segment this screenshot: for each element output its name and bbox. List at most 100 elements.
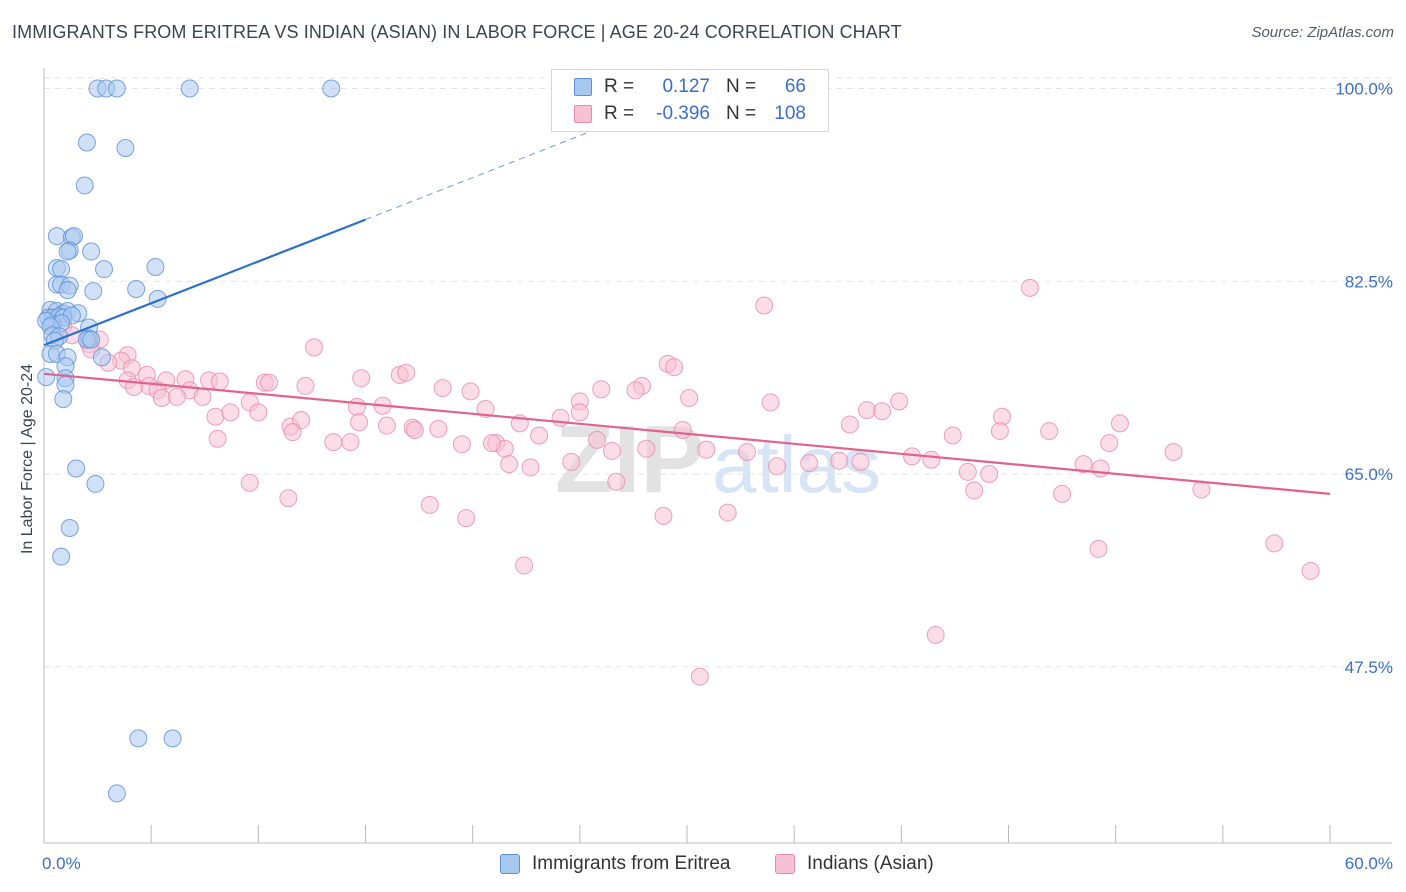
grid-lines	[44, 77, 1392, 668]
indian-point	[697, 440, 716, 459]
legend-r-label: R =	[604, 76, 635, 97]
eritrea-point	[107, 79, 126, 98]
legend-n-value: 108	[774, 103, 806, 124]
indian-point	[260, 373, 279, 392]
indian-point	[1089, 539, 1108, 558]
eritrea-point	[37, 368, 56, 387]
series-label-eritrea: Immigrants from Eritrea	[532, 853, 731, 874]
x-tick-label: 0.0%	[42, 854, 81, 873]
indian-point	[551, 408, 570, 427]
series-swatch-indians	[775, 854, 795, 874]
indian-point	[1100, 434, 1119, 453]
series-label-indians: Indians (Asian)	[807, 853, 934, 874]
indian-point	[324, 433, 343, 452]
indian-point	[922, 450, 941, 469]
indian-point	[680, 389, 699, 408]
series-legend-indians[interactable]: Indians (Asian)	[775, 851, 934, 877]
chart-title: IMMIGRANTS FROM ERITREA VS INDIAN (ASIAN…	[12, 22, 902, 42]
indian-point	[461, 382, 480, 401]
indian-point	[718, 503, 737, 522]
indian-point	[397, 363, 416, 382]
indian-point	[1020, 278, 1039, 297]
legend-swatch-indians	[574, 105, 592, 123]
eritrea-point	[58, 242, 77, 261]
indian-point	[1040, 422, 1059, 441]
indian-point	[341, 433, 360, 452]
indian-point	[405, 420, 424, 439]
y-tick-label: 47.5%	[1345, 658, 1393, 677]
indian-point	[279, 489, 298, 508]
indian-point	[1091, 459, 1110, 478]
indian-point	[958, 462, 977, 481]
x-tick-label: 60.0%	[1345, 854, 1393, 873]
indian-point	[452, 435, 471, 454]
indian-point	[673, 420, 692, 439]
indian-point	[429, 419, 448, 438]
indian-trend-line	[43, 372, 1331, 495]
y-tick-label: 100.0%	[1335, 80, 1393, 99]
series-legend-eritrea[interactable]: Immigrants from Eritrea	[500, 851, 730, 877]
indian-point	[943, 426, 962, 445]
indian-point	[761, 393, 780, 412]
eritrea-point	[92, 348, 111, 367]
indian-point	[206, 407, 225, 426]
eritrea-point	[60, 518, 79, 537]
indian-point	[240, 473, 259, 492]
y-tick-label: 65.0%	[1345, 465, 1393, 484]
indian-point	[347, 397, 366, 416]
indian-point	[980, 465, 999, 484]
source-credit: Source: ZipAtlas.com	[1251, 24, 1394, 41]
indian-point	[500, 455, 519, 474]
eritrea-point	[95, 260, 114, 279]
indian-point	[926, 625, 945, 644]
indian-point	[249, 403, 268, 422]
indian-point	[1074, 455, 1093, 474]
trend-lines	[43, 116, 1331, 495]
indian-point	[570, 403, 589, 422]
eritrea-point	[146, 257, 165, 276]
legend-r-value: 0.127	[662, 76, 710, 97]
indian-point	[873, 402, 892, 421]
indian-point	[530, 426, 549, 445]
series-swatch-eritrea	[500, 854, 520, 874]
eritrea-point	[127, 279, 146, 298]
indian-point	[193, 387, 212, 406]
indian-point	[665, 358, 684, 377]
eritrea-point	[180, 79, 199, 98]
legend-r-label: R =	[604, 103, 635, 124]
axes	[43, 68, 1392, 844]
indian-point	[1110, 414, 1129, 433]
indian-point	[851, 452, 870, 471]
indian-point	[840, 415, 859, 434]
eritrea-point	[52, 260, 71, 279]
indian-point	[521, 458, 540, 477]
indian-point	[637, 439, 656, 458]
indian-point	[890, 392, 909, 411]
eritrea-point	[84, 282, 103, 301]
eritrea-point	[75, 176, 94, 195]
eritrea-point	[107, 784, 126, 803]
indian-point	[830, 451, 849, 470]
eritrea-point	[86, 474, 105, 493]
indian-point	[350, 413, 369, 432]
data-points	[37, 79, 1320, 803]
indian-point	[420, 495, 439, 514]
indian-point	[221, 403, 240, 422]
eritrea-point	[322, 79, 341, 98]
eritrea-point	[54, 390, 73, 409]
indian-point	[562, 452, 581, 471]
indian-point	[377, 416, 396, 435]
indian-point	[738, 442, 757, 461]
indian-point	[1164, 442, 1183, 461]
indian-point	[210, 372, 229, 391]
correlation-legend: R = 0.127 N = 66 R = -0.396 N = 108	[551, 69, 829, 132]
eritrea-point	[67, 459, 86, 478]
legend-n-label: N =	[726, 76, 757, 97]
indian-point	[1265, 534, 1284, 553]
indian-point	[457, 509, 476, 528]
tick-labels: 100.0% 82.5% 65.0% 47.5% 0.0% 60.0%	[42, 80, 1393, 873]
eritrea-point	[129, 729, 148, 748]
eritrea-point	[82, 242, 101, 261]
legend-n-value: 66	[784, 76, 806, 97]
